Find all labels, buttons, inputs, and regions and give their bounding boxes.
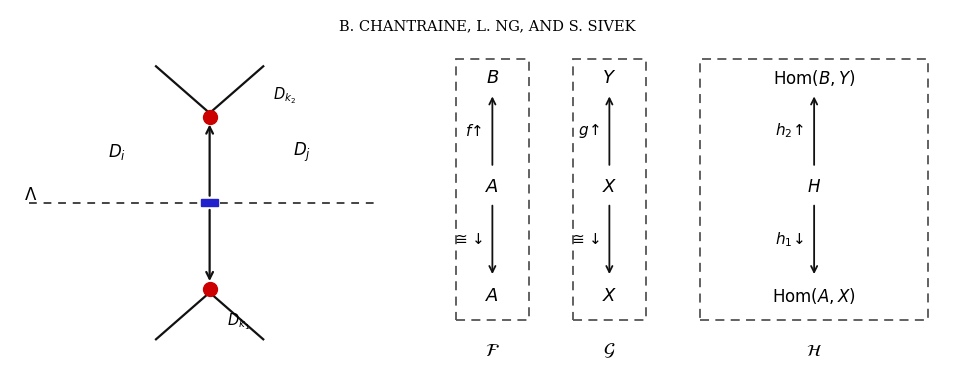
Text: $h_1\!\downarrow$: $h_1\!\downarrow$ [775,230,804,249]
Text: $H$: $H$ [807,179,821,196]
Bar [456,58,529,320]
Text: B. CHANTRAINE, L. NG, AND S. SIVEK: B. CHANTRAINE, L. NG, AND S. SIVEK [339,20,636,34]
Text: $h_2\!\uparrow$: $h_2\!\uparrow$ [775,121,804,140]
Text: $\cong\!\downarrow$: $\cong\!\downarrow$ [568,232,600,247]
Text: $A$: $A$ [486,287,499,305]
Text: $D_{k_1}$: $D_{k_1}$ [227,312,251,332]
Text: $\mathrm{Hom}(A,X)$: $\mathrm{Hom}(A,X)$ [772,286,856,307]
Text: $B$: $B$ [486,69,499,87]
Text: $D_{k_2}$: $D_{k_2}$ [273,85,296,106]
Text: $X$: $X$ [602,178,617,196]
Text: $\mathcal{F}$: $\mathcal{F}$ [485,342,500,360]
Text: $\mathcal{G}$: $\mathcal{G}$ [604,342,615,360]
Text: $\cong\!\downarrow$: $\cong\!\downarrow$ [451,232,483,247]
Bar [201,199,218,206]
Text: $D_i$: $D_i$ [108,142,126,162]
Text: $\mathcal{H}$: $\mathcal{H}$ [806,342,822,360]
Text: $D_j$: $D_j$ [293,140,311,164]
Text: $\mathrm{Hom}(B,Y)$: $\mathrm{Hom}(B,Y)$ [773,68,855,88]
Bar [573,58,646,320]
Text: $f\!\uparrow$: $f\!\uparrow$ [465,122,483,139]
Text: $g\!\uparrow$: $g\!\uparrow$ [578,122,600,140]
Text: $\Lambda$: $\Lambda$ [24,186,38,204]
Text: $A$: $A$ [486,178,499,196]
Text: $Y$: $Y$ [603,69,616,87]
Text: $X$: $X$ [602,287,617,305]
Bar [700,58,928,320]
